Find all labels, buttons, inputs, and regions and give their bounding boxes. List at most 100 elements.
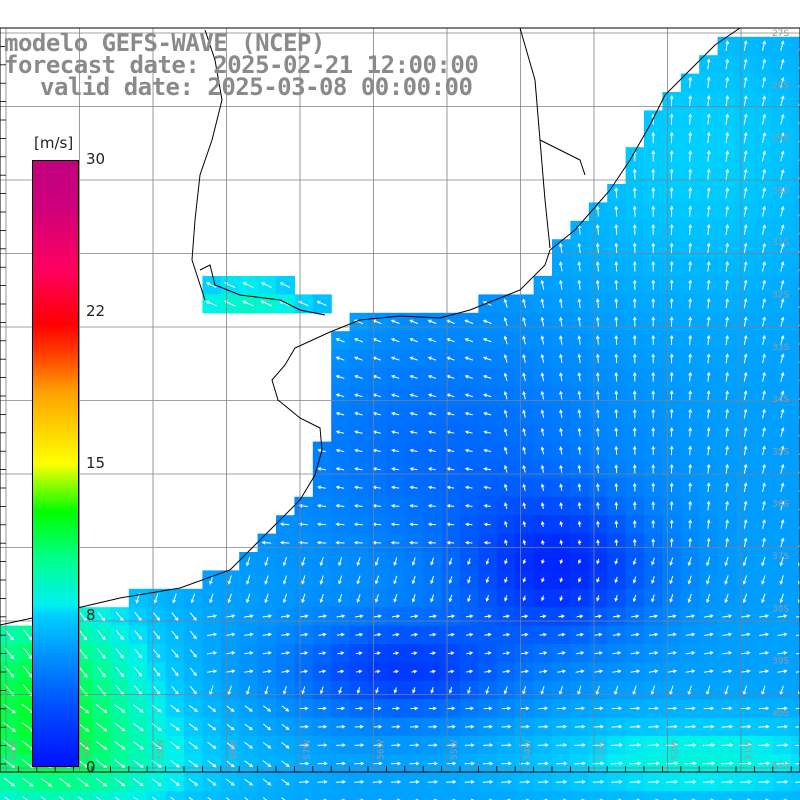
wind-arrow [577,501,582,510]
longitude-label: 59W [156,740,166,760]
wind-arrow [170,796,176,800]
wind-arrow [281,797,286,800]
wind-arrow [464,356,474,361]
wind-arrow [780,519,785,529]
wind-arrow [372,743,383,748]
wind-arrow [743,168,748,180]
wind-arrow [669,537,674,547]
wind-arrow [632,538,637,547]
wind-arrow [684,761,697,766]
wind-arrow [558,261,563,272]
wind-arrow [503,686,508,695]
wind-arrow [246,556,251,567]
wind-arrow [632,279,637,290]
wind-arrow [336,724,346,729]
wind-arrow [780,76,785,88]
wind-arrow [317,743,328,747]
wind-arrow [780,58,785,70]
wind-arrow [393,557,398,566]
wind-arrow [464,338,474,343]
wind-arrow [429,632,437,637]
wind-arrow [430,557,434,566]
wind-arrow [205,300,217,307]
wind-cell [680,791,700,800]
wind-arrow [522,577,527,583]
wind-arrow [298,503,308,508]
wind-arrow [688,427,693,437]
wind-arrow [742,798,751,800]
wind-arrow [225,614,236,618]
wind-arrow [298,540,308,545]
wind-arrow [188,741,199,750]
wind-arrow [354,448,363,453]
wind-arrow [612,614,621,619]
wind-arrow [281,760,290,768]
wind-arrow [299,614,309,618]
wind-arrow [96,666,106,678]
wind-arrow [706,297,711,309]
wind-arrow [687,557,692,567]
wind-cell [791,36,800,56]
map-frame [0,27,800,773]
wind-arrow [725,445,729,456]
longitude-label: 60W [83,740,93,760]
wind-arrow [798,97,800,107]
wind-arrow [632,260,637,272]
wind-arrow [577,335,582,345]
wind-arrow [375,687,379,694]
wind-arrow [503,354,508,363]
wind-arrow [317,485,326,490]
wind-arrow [319,557,324,567]
wind-arrow [519,743,531,747]
wind-arrow [504,502,508,510]
wind-arrow [503,335,508,345]
wind-arrow [684,779,697,784]
wind-arrow [706,408,711,419]
colorbar [32,160,79,767]
wind-arrow [611,724,623,729]
wind-arrow [464,724,475,729]
wind-arrow [316,522,327,527]
wind-arrow [132,722,144,732]
wind-arrow [762,519,766,529]
wind-arrow [743,519,748,529]
wind-arrow [537,761,549,766]
wind-arrow [725,76,730,88]
wind-arrow [319,686,324,695]
wind-cell [791,441,800,461]
wind-arrow [391,761,402,766]
wind-arrow [556,724,568,729]
wind-arrow [614,445,619,455]
wind-arrow [354,430,363,434]
wind-arrow [114,704,126,713]
wind-arrow [688,390,693,401]
wind-arrow [632,224,637,235]
wind-cell [128,791,148,800]
wind-arrow [373,724,383,729]
wind-arrow [688,131,693,144]
wind-arrow [391,430,400,434]
wind-arrow [205,282,217,288]
wind-arrow [669,500,674,511]
wind-arrow [448,557,453,566]
wind-arrow [244,723,253,731]
wind-arrow [688,537,693,547]
wind-arrow [614,297,619,309]
wind-arrow [651,408,656,419]
wind-cell [349,791,369,800]
wind-arrow [318,651,327,655]
wind-arrow [393,575,398,585]
wind-arrow [467,594,471,603]
wind-arrow [798,337,800,345]
wind-arrow [743,187,748,199]
wind-arrow [95,777,108,787]
wind-cell [736,791,755,800]
wind-arrow [795,707,800,710]
wind-arrow [574,743,586,747]
wind-arrow [504,520,508,528]
wind-arrow [353,356,363,361]
wind-arrow [557,632,566,637]
longitude-label: 51W [744,740,754,760]
colorbar-tick-0: 0 [86,758,96,776]
wind-arrow [613,798,623,800]
